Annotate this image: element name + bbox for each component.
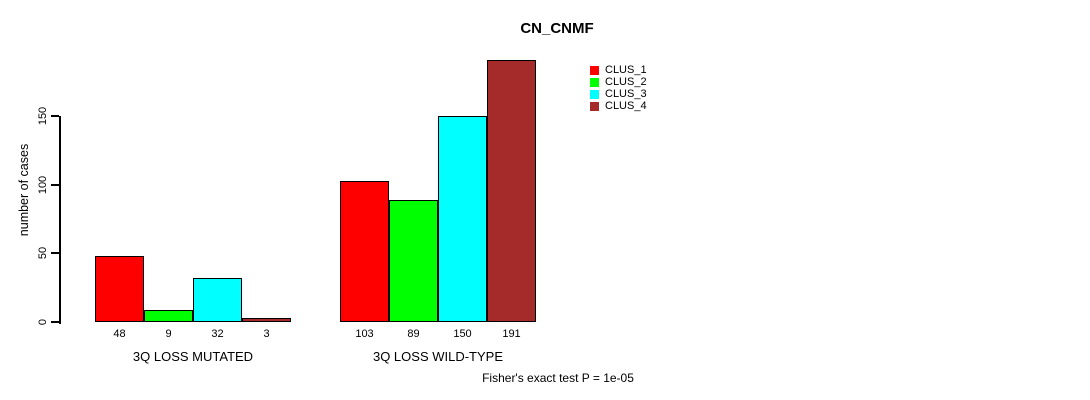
bar xyxy=(340,181,389,322)
group-label: 3Q LOSS WILD-TYPE xyxy=(372,349,504,364)
legend-swatch xyxy=(590,77,599,87)
bar xyxy=(95,256,144,322)
legend-label: CLUS_4 xyxy=(605,100,647,112)
bar xyxy=(193,278,242,322)
legend-label: CLUS_3 xyxy=(605,88,647,100)
legend-swatch xyxy=(590,89,599,99)
legend-item: CLUS_2 xyxy=(590,76,647,88)
bar-value-label: 89 xyxy=(407,328,420,340)
chart-title: CN_CNMF xyxy=(520,20,594,37)
bar xyxy=(242,318,291,322)
bar xyxy=(389,200,438,322)
legend-label: CLUS_2 xyxy=(605,76,647,88)
y-axis-tick xyxy=(51,183,59,186)
annotation-text: Fisher's exact test P = 1e-05 xyxy=(482,371,634,385)
legend-item: CLUS_3 xyxy=(590,88,647,100)
y-axis-tick xyxy=(51,115,59,117)
bar-value-label: 191 xyxy=(502,328,521,340)
bar xyxy=(144,310,193,322)
legend-item: CLUS_1 xyxy=(590,64,647,76)
group-label: 3Q LOSS MUTATED xyxy=(132,349,254,364)
bar-value-label: 9 xyxy=(165,328,172,340)
y-axis-tick-label: 0 xyxy=(37,318,49,326)
legend-label: CLUS_1 xyxy=(605,64,647,76)
y-axis-tick xyxy=(51,252,59,255)
bar-value-label: 48 xyxy=(113,328,126,340)
bar-value-label: 150 xyxy=(453,328,472,340)
legend: CLUS_1 CLUS_2 CLUS_3 CLUS_4 xyxy=(590,64,647,112)
y-axis-label: number of cases xyxy=(17,143,31,237)
legend-swatch xyxy=(590,65,599,75)
y-axis-line xyxy=(59,116,61,324)
legend-item: CLUS_4 xyxy=(590,100,647,112)
bar-value-label: 103 xyxy=(355,328,374,340)
legend-swatch xyxy=(590,101,599,111)
y-axis-tick-label: 150 xyxy=(37,106,49,126)
y-axis-tick xyxy=(51,321,59,323)
bar xyxy=(438,116,487,322)
bar xyxy=(487,60,536,322)
y-axis-tick-label: 100 xyxy=(37,175,49,194)
bar-value-label: 3 xyxy=(263,328,270,340)
bar-value-label: 32 xyxy=(211,328,224,340)
y-axis-tick-label: 50 xyxy=(37,247,49,260)
